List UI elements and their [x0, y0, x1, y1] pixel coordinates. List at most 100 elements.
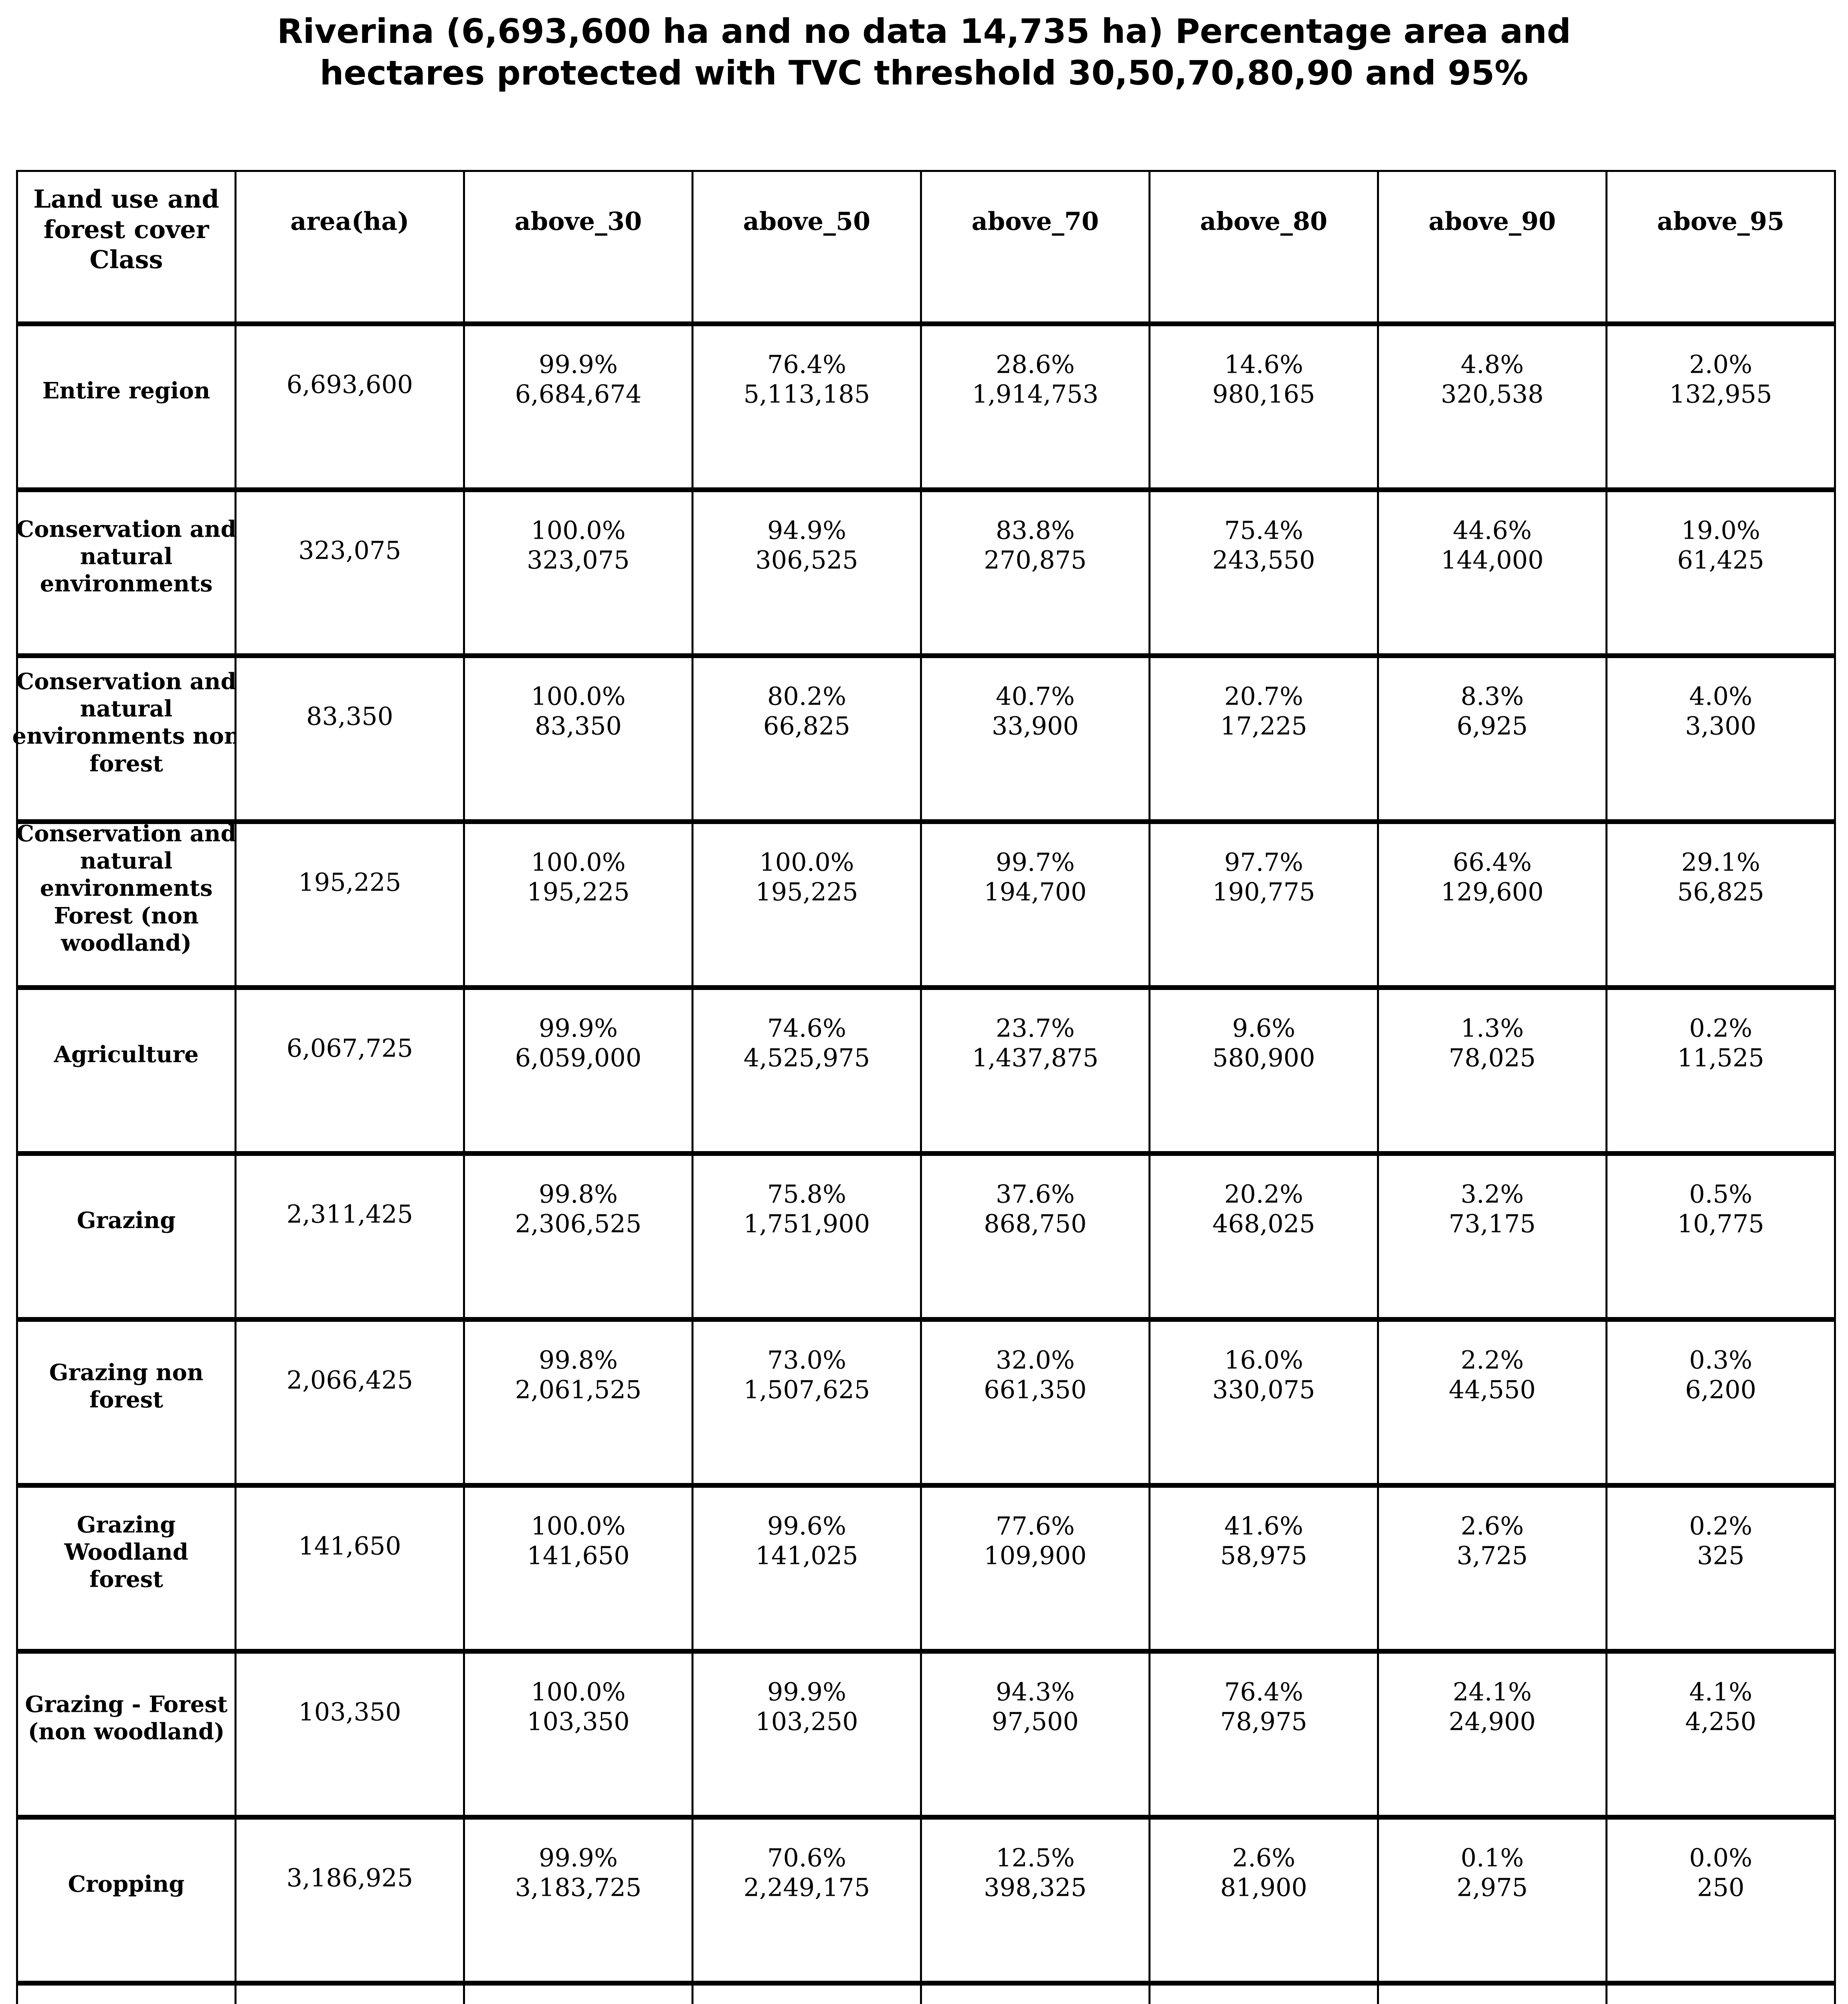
row-label: Conservation and natural environments no…	[12, 668, 241, 777]
area-value: 195,225	[298, 867, 401, 897]
hectares-value: 250	[1697, 1873, 1745, 1902]
threshold-cell: 0.2% 325	[1601, 1511, 1841, 1571]
threshold-cell: 23.7% 1,437,875	[915, 1013, 1155, 1073]
threshold-cell: 37.6% 868,750	[915, 1179, 1155, 1239]
percent-value: 12.5%	[996, 1843, 1075, 1873]
row-label: Grazing non forest	[49, 1359, 204, 1413]
threshold-cell: 2.6% 81,900	[1144, 1843, 1384, 1903]
threshold-cell: 80.2% 66,825	[687, 681, 927, 741]
percent-value: 0.3%	[1689, 1345, 1753, 1375]
percent-value: 76.4%	[1224, 1677, 1303, 1707]
threshold-cell: 40.7% 33,900	[915, 681, 1155, 741]
percent-value: 14.6%	[1224, 349, 1303, 379]
percent-value: 0.2%	[1689, 1013, 1753, 1043]
percent-value: 4.1%	[1689, 1677, 1753, 1707]
threshold-cell: 44.6% 144,000	[1372, 515, 1612, 575]
percent-value: 40.7%	[996, 681, 1075, 711]
area-value: 6,693,600	[286, 370, 413, 399]
threshold-cell: 41.6% 58,975	[1144, 1511, 1384, 1571]
threshold-cell: 99.7% 194,700	[915, 847, 1155, 907]
hectares-value: 3,300	[1685, 711, 1757, 741]
threshold-cell: 0.5% 10,775	[1601, 1179, 1841, 1239]
hectares-value: 6,684,674	[515, 379, 642, 409]
threshold-cell: 75.4% 243,550	[1144, 515, 1384, 575]
hectares-value: 81,900	[1220, 1873, 1307, 1902]
threshold-cell: 0.1% 2,975	[1372, 1843, 1612, 1903]
hectares-value: 195,225	[755, 877, 858, 907]
hectares-value: 3,725	[1456, 1541, 1528, 1570]
table-row: Conservation and natural environments no…	[12, 658, 1836, 824]
percent-value: 20.7%	[1224, 681, 1303, 711]
percent-value: 19.0%	[1681, 515, 1760, 545]
percent-value: 0.1%	[1460, 1843, 1524, 1873]
threshold-cell: 99.9% 6,059,000	[458, 1013, 698, 1073]
percent-value: 28.6%	[996, 349, 1075, 379]
hectares-value: 4,525,975	[743, 1043, 870, 1073]
threshold-cell: 94.9% 306,525	[687, 515, 927, 575]
percent-value: 29.1%	[1681, 847, 1760, 877]
threshold-cell: 2.2% 44,550	[1372, 1345, 1612, 1405]
hectares-value: 144,000	[1441, 545, 1544, 575]
threshold-cell: 20.7% 17,225	[1144, 681, 1384, 741]
percent-value: 32.0%	[996, 1345, 1075, 1375]
threshold-cell: 99.8% 2,306,525	[458, 1179, 698, 1239]
percent-value: 74.6%	[767, 1013, 846, 1043]
header-area: area(ha)	[290, 206, 409, 236]
threshold-cell: 16.0% 330,075	[1144, 1345, 1384, 1405]
hectares-value: 1,437,875	[972, 1043, 1099, 1073]
percent-value: 100.0%	[531, 1677, 626, 1707]
percent-value: 94.3%	[996, 1677, 1075, 1707]
table-row: Grazing 2,311,425 99.8% 2,306,525 75.8% 1,…	[16, 1156, 1836, 1322]
percent-value: 8.3%	[1460, 681, 1524, 711]
hectares-value: 2,306,525	[515, 1209, 642, 1238]
table-row: Grazing Woodland forest 141,650 100.0% 14…	[16, 1488, 1836, 1654]
threshold-cell: 12.5% 398,325	[915, 1843, 1155, 1903]
area-value: 2,066,425	[286, 1365, 413, 1395]
percent-value: 94.9%	[767, 515, 846, 545]
threshold-cell: 75.8% 1,751,900	[687, 1179, 927, 1239]
threshold-cell: 70.6% 2,249,175	[687, 1843, 927, 1903]
threshold-cell: 76.4% 78,975	[1144, 1677, 1384, 1737]
hectares-value: 6,200	[1685, 1375, 1757, 1404]
threshold-cell: 14.6% 980,165	[1144, 349, 1384, 409]
hectares-value: 190,775	[1212, 877, 1315, 907]
table-row: Conservation and natural environments 32…	[16, 492, 1836, 658]
table-row: Grazing - Forest (non woodland) 103,350 …	[16, 1654, 1836, 1820]
hectares-value: 83,350	[535, 711, 622, 741]
threshold-cell: 99.6% 141,025	[687, 1511, 927, 1571]
row-label: Entire region	[42, 377, 210, 404]
threshold-cell: 20.2% 468,025	[1144, 1179, 1384, 1239]
threshold-cell: 99.9% 3,183,725	[458, 1843, 698, 1903]
threshold-cell: 76.4% 5,113,185	[687, 349, 927, 409]
hectares-value: 132,955	[1669, 379, 1772, 409]
threshold-cell: 4.8% 320,538	[1372, 349, 1612, 409]
hectares-value: 97,500	[992, 1707, 1079, 1736]
percent-value: 9.6%	[1232, 1013, 1296, 1043]
hectares-value: 1,914,753	[972, 379, 1099, 409]
percent-value: 2.0%	[1689, 349, 1753, 379]
percent-value: 4.0%	[1689, 681, 1753, 711]
percent-value: 100.0%	[531, 681, 626, 711]
data-table: Land use and forest cover Class area(ha)…	[12, 170, 1836, 2004]
percent-value: 83.8%	[996, 515, 1075, 545]
percent-value: 3.2%	[1460, 1179, 1524, 1209]
hectares-value: 468,025	[1212, 1209, 1315, 1238]
threshold-cell: 74.6% 4,525,975	[687, 1013, 927, 1073]
hectares-value: 78,975	[1220, 1707, 1307, 1736]
hectares-value: 306,525	[755, 545, 858, 575]
threshold-cell: 100.0% 103,350	[458, 1677, 698, 1737]
threshold-cell: 0.0% 250	[1601, 1843, 1841, 1903]
header-above-70: above_70	[971, 206, 1099, 236]
percent-value: 99.9%	[767, 1677, 846, 1707]
threshold-cell: 100.0% 141,650	[458, 1511, 698, 1571]
hectares-value: 980,165	[1212, 379, 1315, 409]
hectares-value: 61,425	[1677, 545, 1764, 575]
header-above-30: above_30	[514, 206, 642, 236]
hectares-value: 868,750	[984, 1209, 1087, 1238]
hectares-value: 33,900	[992, 711, 1079, 741]
hectares-value: 24,900	[1449, 1707, 1536, 1736]
hectares-value: 141,650	[527, 1541, 630, 1570]
percent-value: 23.7%	[996, 1013, 1075, 1043]
hectares-value: 73,175	[1449, 1209, 1536, 1238]
